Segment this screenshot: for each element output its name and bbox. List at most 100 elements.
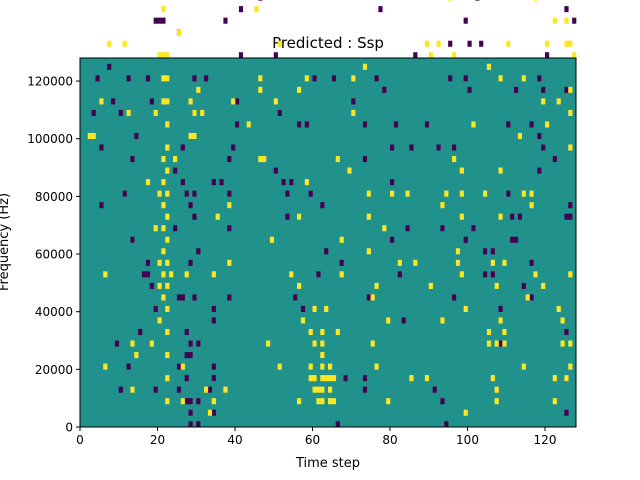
heatmap-cell-high	[165, 190, 170, 197]
heatmap-cell-high	[103, 363, 108, 370]
heatmap-cell-high	[424, 40, 430, 47]
heatmap-cell-low	[227, 294, 232, 301]
heatmap-cell-low	[211, 363, 216, 370]
heatmap-cell-high	[494, 398, 499, 405]
heatmap-cell-low	[188, 421, 193, 428]
heatmap-cell-low	[568, 202, 573, 209]
heatmap-cell-low	[541, 144, 546, 151]
heatmap-cell-high	[157, 52, 162, 59]
heatmap-cell-high	[541, 98, 546, 105]
heatmap-cell-low	[390, 236, 395, 243]
heatmap-cell-high	[165, 328, 170, 336]
heatmap-cell-high	[87, 132, 92, 140]
heatmap-cell-low	[510, 236, 515, 243]
heatmap-cell-low	[316, 271, 321, 278]
heatmap-cell-low	[300, 305, 306, 312]
heatmap-cell-low	[219, 179, 224, 186]
heatmap-cell-high	[556, 305, 561, 312]
heatmap-cell-low	[440, 398, 445, 405]
heatmap-cell-high	[324, 305, 329, 312]
heatmap-cell-low	[99, 144, 104, 151]
heatmap-cell-high	[490, 259, 495, 266]
heatmap-cell-low	[320, 202, 325, 209]
heatmap-cell-high	[386, 317, 391, 324]
heatmap-cell-high	[533, 0, 538, 1]
heatmap-cell-high	[165, 305, 170, 312]
heatmap-cell-high	[165, 375, 170, 382]
x-tick-label: 60	[305, 433, 320, 447]
heatmap-cell-low	[184, 398, 189, 405]
heatmap-cell-high	[161, 294, 166, 301]
heatmap-cell-low	[161, 17, 166, 24]
heatmap-cell-high	[471, 121, 476, 128]
heatmap-cell-high	[153, 109, 158, 116]
heatmap-cell-low	[448, 40, 453, 47]
heatmap-cell-low	[134, 132, 139, 140]
heatmap-cell-high	[564, 17, 569, 24]
heatmap-cell-high	[161, 248, 166, 255]
heatmap-cell-high	[498, 317, 503, 324]
heatmap-cell-high	[161, 156, 166, 163]
heatmap-cell-low	[188, 259, 193, 266]
heatmap-cell-high	[297, 398, 302, 405]
heatmap-cell-high	[502, 340, 507, 347]
heatmap-cell-low	[145, 259, 151, 266]
heatmap-cell-low	[552, 156, 557, 163]
heatmap-cell-low	[192, 75, 197, 82]
heatmap-cell-low	[541, 86, 546, 93]
heatmap-cell-low	[184, 375, 189, 382]
heatmap-cell-low	[184, 352, 189, 359]
heatmap-cell-high	[335, 328, 340, 336]
heatmap-cell-low	[436, 144, 441, 151]
heatmap-cell-low	[452, 294, 457, 301]
heatmap-cell-high	[320, 352, 325, 359]
heatmap-cell-low	[176, 363, 182, 370]
heatmap-cell-high	[215, 213, 220, 220]
heatmap-cell-low	[235, 98, 240, 105]
heatmap-cell-high	[351, 75, 356, 82]
heatmap-cell-high	[502, 259, 507, 266]
heatmap-cell-low	[258, 0, 263, 1]
heatmap-cell-low	[483, 271, 488, 278]
heatmap-cell-high	[165, 75, 170, 82]
heatmap-cell-low	[463, 75, 468, 82]
heatmap-cell-low	[463, 17, 468, 24]
heatmap-cell-low	[192, 294, 197, 301]
heatmap-cell-low	[390, 144, 395, 151]
heatmap-cell-low	[413, 52, 418, 59]
heatmap-cell-high	[126, 109, 131, 116]
heatmap-cell-low	[145, 75, 151, 82]
heatmap-cell-high	[180, 363, 185, 370]
heatmap-cell-low	[211, 409, 216, 416]
heatmap-cell-low	[122, 190, 127, 197]
heatmap-cell-low	[537, 132, 542, 140]
heatmap-cell-low	[517, 213, 523, 220]
heatmap-cell-high	[556, 98, 561, 105]
heatmap-cell-low	[188, 202, 193, 209]
heatmap-cell-low	[514, 236, 519, 243]
heatmap-cell-low	[99, 202, 104, 209]
heatmap-cell-high	[130, 340, 135, 347]
heatmap-cells	[87, 0, 577, 428]
heatmap-cell-high	[161, 52, 166, 59]
heatmap-cell-low	[180, 294, 185, 301]
heatmap-cell-low	[188, 398, 193, 405]
heatmap-cell-low	[529, 121, 534, 128]
heatmap-cell-high	[452, 156, 457, 163]
heatmap-cell-high	[428, 282, 433, 289]
heatmap-cell-high	[560, 340, 565, 347]
heatmap-cell-high	[262, 156, 267, 163]
heatmap-cell-high	[312, 305, 317, 312]
heatmap-cell-high	[320, 398, 325, 405]
heatmap-cell-low	[529, 259, 534, 266]
heatmap-cell-high	[494, 340, 499, 347]
heatmap-cell-low	[467, 86, 472, 93]
heatmap-cell-low	[95, 75, 100, 82]
heatmap-cell-low	[196, 340, 201, 347]
heatmap-cell-low	[409, 144, 414, 151]
heatmap-cell-high	[452, 52, 457, 59]
heatmap-cell-low	[514, 86, 519, 93]
heatmap-cell-low	[440, 225, 445, 232]
heatmap-cell-high	[494, 386, 499, 393]
heatmap-cell-low	[545, 52, 550, 59]
